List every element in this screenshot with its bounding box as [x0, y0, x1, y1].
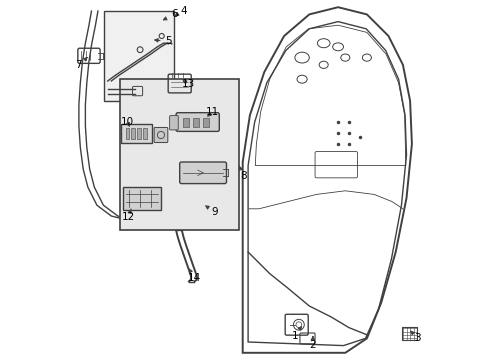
FancyBboxPatch shape	[179, 162, 226, 184]
FancyBboxPatch shape	[169, 116, 178, 130]
FancyBboxPatch shape	[121, 124, 151, 143]
Bar	[104, 11, 174, 101]
FancyBboxPatch shape	[154, 127, 167, 143]
Text: 11: 11	[206, 107, 219, 117]
Bar	[203, 118, 209, 127]
Bar	[142, 128, 146, 139]
Text: 10: 10	[121, 117, 134, 127]
Text: 4: 4	[174, 6, 186, 16]
FancyBboxPatch shape	[176, 113, 219, 131]
Bar	[192, 118, 199, 127]
Text: 6: 6	[163, 9, 177, 20]
Text: 13: 13	[182, 78, 195, 89]
FancyBboxPatch shape	[123, 187, 160, 210]
Bar	[137, 128, 141, 139]
Text: 9: 9	[205, 206, 218, 217]
Text: 3: 3	[410, 331, 420, 343]
Text: 7: 7	[76, 58, 87, 70]
Bar	[131, 128, 135, 139]
Text: 1: 1	[291, 327, 301, 341]
Text: 12: 12	[122, 209, 135, 222]
Text: 14: 14	[187, 269, 200, 283]
Text: 5: 5	[154, 36, 172, 46]
Bar	[125, 128, 129, 139]
Bar	[182, 118, 189, 127]
Text: 8: 8	[239, 166, 246, 181]
Text: 2: 2	[309, 337, 316, 350]
Bar	[120, 79, 239, 230]
